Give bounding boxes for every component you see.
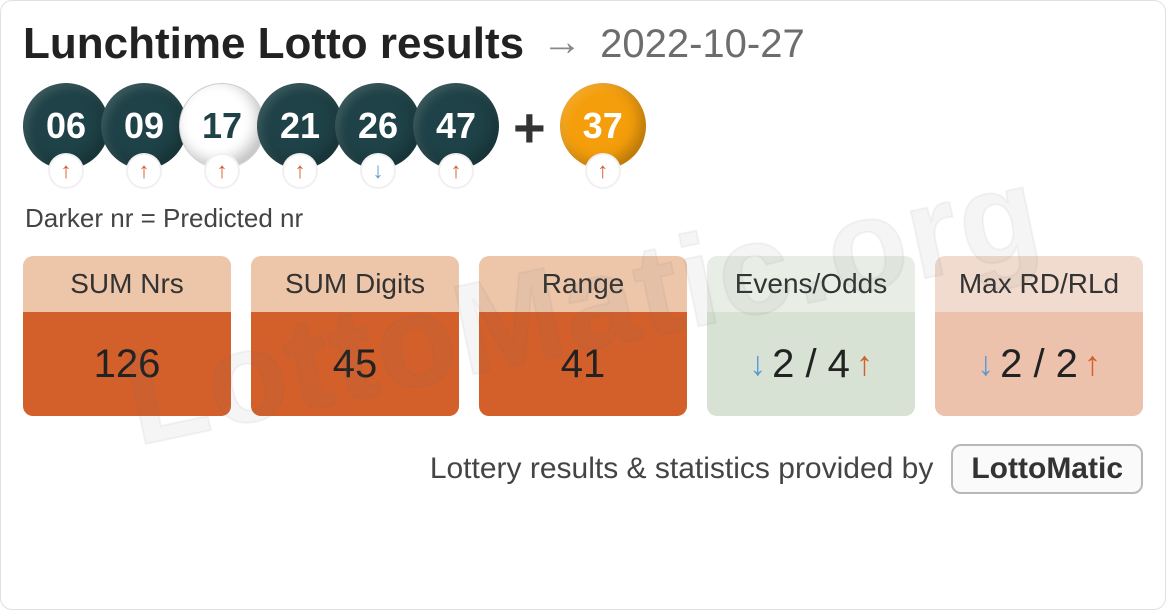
trend-up-icon [48, 153, 84, 189]
arrow-right-icon: → [542, 22, 582, 62]
trend-up-icon [282, 153, 318, 189]
lotto-ball: 06 [23, 83, 109, 189]
page-title: Lunchtime Lotto results [23, 19, 524, 69]
stat-card: Evens/Odds 2 / 4 [707, 256, 915, 416]
stat-value-text: 2 / 2 [1000, 342, 1078, 387]
trend-down-icon [977, 345, 994, 384]
lotto-ball: 09 [101, 83, 187, 189]
stat-value: 2 / 2 [935, 312, 1143, 416]
stat-value: 41 [479, 312, 687, 416]
trend-up-icon [204, 153, 240, 189]
trend-up-icon [1084, 345, 1101, 384]
draw-date: 2022-10-27 [600, 22, 805, 67]
stat-label: SUM Nrs [23, 256, 231, 312]
lotto-ball: 17 [179, 83, 265, 189]
header: Lunchtime Lotto results → 2022-10-27 [23, 19, 1143, 69]
stat-card: SUM Nrs126 [23, 256, 231, 416]
bonus-ball: 37 [560, 83, 646, 189]
stat-label: Evens/Odds [707, 256, 915, 312]
stat-value: 2 / 4 [707, 312, 915, 416]
lotto-ball: 47 [413, 83, 499, 189]
footer-text: Lottery results & statistics provided by [430, 452, 934, 486]
plus-separator: + [513, 95, 546, 160]
lotto-ball: 21 [257, 83, 343, 189]
legend-text: Darker nr = Predicted nr [25, 203, 1143, 234]
stat-label: SUM Digits [251, 256, 459, 312]
stat-card: SUM Digits45 [251, 256, 459, 416]
trend-up-icon [126, 153, 162, 189]
stat-label: Range [479, 256, 687, 312]
stat-value-text: 2 / 4 [772, 342, 850, 387]
stat-value: 45 [251, 312, 459, 416]
stat-label: Max RD/RLd [935, 256, 1143, 312]
balls-row: 060917212647+37 [23, 83, 1143, 189]
footer-badge: LottoMatic [951, 444, 1143, 494]
trend-down-icon [749, 345, 766, 384]
stat-card: Range41 [479, 256, 687, 416]
lotto-ball: 26 [335, 83, 421, 189]
trend-down-icon [360, 153, 396, 189]
stats-row: SUM Nrs126SUM Digits45Range41Evens/Odds2… [23, 256, 1143, 416]
trend-up-icon [438, 153, 474, 189]
trend-up-icon [856, 345, 873, 384]
trend-up-icon [585, 153, 621, 189]
stat-card: Max RD/RLd 2 / 2 [935, 256, 1143, 416]
stat-value: 126 [23, 312, 231, 416]
lotto-results-card: LottoMatic.org Lunchtime Lotto results →… [0, 0, 1166, 610]
footer: Lottery results & statistics provided by… [23, 444, 1143, 494]
